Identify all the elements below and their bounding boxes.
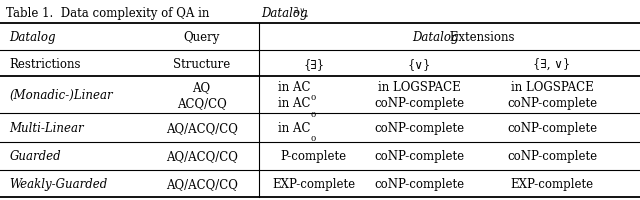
Text: Guarded: Guarded: [10, 150, 61, 162]
Text: Datalog: Datalog: [10, 31, 56, 44]
Text: EXP-complete: EXP-complete: [511, 177, 593, 190]
Text: ∃,∨: ∃,∨: [293, 7, 305, 15]
Text: Extensions: Extensions: [445, 31, 515, 44]
Text: coNP-complete: coNP-complete: [507, 121, 597, 134]
Text: in LOGSPACE: in LOGSPACE: [511, 80, 593, 93]
Text: AQ/ACQ/CQ: AQ/ACQ/CQ: [166, 150, 237, 162]
Text: in AC: in AC: [278, 121, 310, 134]
Text: coNP-complete: coNP-complete: [507, 97, 597, 110]
Text: AQ: AQ: [193, 80, 211, 93]
Text: Datalog: Datalog: [412, 31, 459, 44]
Text: 0: 0: [310, 110, 316, 118]
Text: Multi-Linear: Multi-Linear: [10, 121, 84, 134]
Text: 0: 0: [310, 135, 316, 142]
Text: AQ/ACQ/CQ: AQ/ACQ/CQ: [166, 121, 237, 134]
Text: AQ/ACQ/CQ: AQ/ACQ/CQ: [166, 177, 237, 190]
Text: coNP-complete: coNP-complete: [374, 121, 464, 134]
Text: Datalog: Datalog: [261, 7, 308, 20]
Text: {∨}: {∨}: [408, 58, 431, 70]
Text: {∃, ∨}: {∃, ∨}: [533, 58, 571, 70]
Text: (Monadic-)Linear: (Monadic-)Linear: [10, 89, 113, 101]
Text: coNP-complete: coNP-complete: [507, 150, 597, 162]
Text: {∃}: {∃}: [303, 58, 324, 70]
Text: P-complete: P-complete: [280, 150, 347, 162]
Text: Weakly-Guarded: Weakly-Guarded: [10, 177, 108, 190]
Text: in AC: in AC: [278, 80, 310, 93]
Text: Table 1.  Data complexity of QA in: Table 1. Data complexity of QA in: [6, 7, 214, 20]
Text: EXP-complete: EXP-complete: [272, 177, 355, 190]
Text: in LOGSPACE: in LOGSPACE: [378, 80, 461, 93]
Text: Structure: Structure: [173, 58, 230, 70]
Text: ACQ/CQ: ACQ/CQ: [177, 97, 227, 110]
Text: .: .: [305, 7, 309, 20]
Text: 0: 0: [310, 94, 316, 102]
Text: Query: Query: [184, 31, 220, 44]
Text: in AC: in AC: [278, 97, 310, 110]
Text: coNP-complete: coNP-complete: [374, 150, 464, 162]
Text: coNP-complete: coNP-complete: [374, 97, 464, 110]
Text: coNP-complete: coNP-complete: [374, 177, 464, 190]
Text: Restrictions: Restrictions: [10, 58, 81, 70]
